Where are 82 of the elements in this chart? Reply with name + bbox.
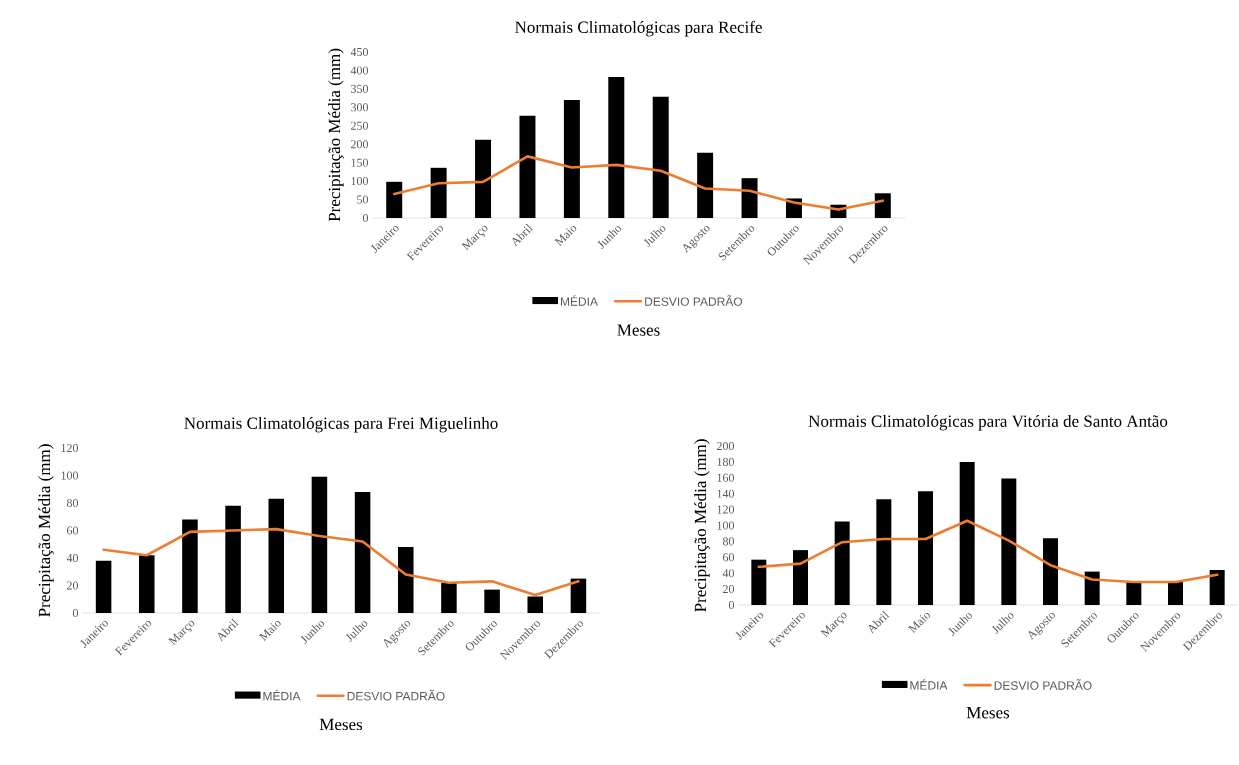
bar bbox=[570, 578, 587, 613]
y-tick-label: 450 bbox=[350, 47, 369, 57]
bar bbox=[608, 77, 625, 218]
bar bbox=[652, 96, 669, 218]
bar bbox=[959, 461, 975, 605]
bar bbox=[874, 193, 891, 218]
bar bbox=[1209, 570, 1225, 605]
y-tick-label: 180 bbox=[717, 457, 735, 466]
bar bbox=[268, 498, 285, 613]
bar bbox=[876, 499, 892, 605]
legend-label: DESVIO PADRÃO bbox=[994, 679, 1092, 690]
bar bbox=[484, 589, 500, 613]
y-tick-label: 400 bbox=[350, 66, 369, 75]
y-tick-label: 60 bbox=[67, 526, 79, 535]
x-axis-title: Meses bbox=[319, 718, 363, 731]
chart-title: Normais Climatológicas para Recife bbox=[515, 20, 762, 37]
y-tick-label: 80 bbox=[722, 537, 735, 546]
bar bbox=[834, 521, 850, 605]
bar bbox=[1001, 478, 1017, 605]
y-tick-label: 100 bbox=[61, 471, 79, 480]
legend-label: DESVIO PADRÃO bbox=[347, 689, 445, 701]
bar bbox=[1043, 538, 1058, 605]
line-series bbox=[757, 519, 1219, 584]
y-tick-label: 100 bbox=[351, 177, 369, 186]
y-tick-label: 120 bbox=[61, 443, 79, 453]
bar bbox=[441, 582, 457, 613]
bar bbox=[563, 99, 580, 218]
y-tick-label: 250 bbox=[351, 121, 369, 130]
x-tick-label: Maio bbox=[907, 612, 930, 634]
y-tick-label: 20 bbox=[67, 581, 79, 590]
y-tick-label: 20 bbox=[723, 585, 735, 594]
y-axis-title: Precipitação Média (mm) bbox=[694, 439, 710, 612]
legend-label: DESVIO PADRÃO bbox=[645, 295, 743, 306]
legend-label: MÉDIA bbox=[560, 295, 598, 306]
bar bbox=[225, 505, 241, 613]
chart-title: Normais Climatológicas para Frei Miguelinho bbox=[184, 416, 498, 433]
y-tick-label: 80 bbox=[66, 498, 79, 508]
legend-label: MÉDIA bbox=[263, 689, 301, 701]
bar bbox=[182, 519, 198, 613]
y-tick-label: 300 bbox=[351, 103, 369, 112]
y-tick-label: 0 bbox=[72, 608, 79, 618]
y-tick-label: 40 bbox=[722, 569, 735, 578]
bar bbox=[430, 167, 447, 218]
bar bbox=[751, 559, 767, 605]
y-axis-title: Precipitação Média (mm) bbox=[38, 444, 54, 617]
y-tick-label: 0 bbox=[728, 600, 735, 610]
y-axis-title: Precipitação Média (mm) bbox=[328, 48, 344, 222]
y-tick-label: 120 bbox=[717, 505, 735, 514]
x-tick-label: Maio bbox=[554, 225, 577, 247]
y-tick-label: 140 bbox=[717, 489, 735, 498]
y-tick-label: 40 bbox=[66, 553, 79, 563]
bar bbox=[386, 181, 403, 218]
x-axis-title: Meses bbox=[966, 707, 1010, 719]
bar bbox=[527, 596, 544, 613]
y-tick-label: 150 bbox=[351, 158, 369, 167]
y-tick-label: 0 bbox=[362, 213, 369, 223]
x-tick-label: Maio bbox=[258, 620, 281, 642]
y-tick-label: 100 bbox=[717, 521, 735, 530]
line-series bbox=[392, 155, 885, 211]
y-tick-label: 200 bbox=[351, 140, 369, 149]
bar bbox=[793, 550, 809, 605]
bar bbox=[697, 152, 714, 218]
y-tick-label: 60 bbox=[722, 553, 735, 562]
y-tick-label: 50 bbox=[357, 195, 369, 204]
y-tick-label: 160 bbox=[717, 473, 735, 482]
legend-label: MÉDIA bbox=[910, 679, 948, 690]
bar bbox=[519, 115, 536, 218]
chart-title: Normais Climatológicas para Vitória de Santo Antão bbox=[808, 414, 1168, 431]
bar bbox=[354, 491, 371, 613]
bar bbox=[138, 555, 155, 613]
y-tick-label: 200 bbox=[717, 441, 735, 451]
bar bbox=[397, 546, 414, 613]
bar bbox=[1084, 571, 1100, 605]
bar bbox=[95, 560, 112, 613]
y-tick-label: 350 bbox=[351, 84, 369, 93]
bar bbox=[741, 178, 758, 218]
x-axis-title: Meses bbox=[617, 324, 660, 336]
bar bbox=[1168, 581, 1183, 605]
bar bbox=[311, 476, 328, 613]
bar bbox=[918, 491, 934, 605]
bar bbox=[475, 139, 492, 218]
bar bbox=[1126, 581, 1142, 605]
